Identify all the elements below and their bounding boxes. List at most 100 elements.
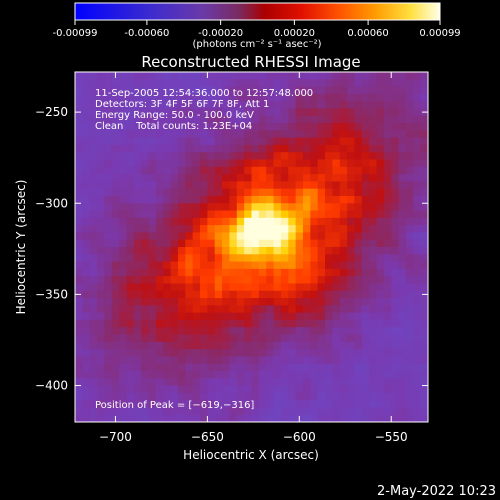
heatmap-cell	[141, 137, 150, 146]
heatmap-cell	[280, 312, 289, 321]
heatmap-cell	[244, 225, 253, 234]
heatmap-cell	[111, 239, 120, 248]
heatmap-cell	[258, 356, 267, 365]
heatmap-cell	[413, 378, 422, 387]
heatmap-cell	[288, 144, 297, 153]
heatmap-cell	[229, 239, 238, 248]
heatmap-cell	[82, 174, 91, 182]
heatmap-cell	[280, 349, 289, 357]
heatmap-cell	[369, 385, 378, 394]
heatmap-cell	[302, 363, 311, 372]
heatmap-cell	[163, 283, 172, 292]
heatmap-cell	[244, 130, 253, 139]
heatmap-cell	[236, 130, 245, 139]
annotation-peak-position: Position of Peak = [−619,−316]	[95, 400, 254, 411]
heatmap-cell	[347, 261, 356, 270]
heatmap-cell	[133, 79, 142, 88]
heatmap-cell	[398, 195, 407, 204]
heatmap-cell	[413, 144, 422, 153]
heatmap-cell	[141, 203, 150, 212]
heatmap-cell	[177, 152, 186, 161]
heatmap-cell	[317, 254, 326, 263]
heatmap-cell	[325, 392, 333, 401]
heatmap-cell	[251, 130, 260, 139]
heatmap-cell	[119, 283, 128, 292]
heatmap-cell	[354, 261, 363, 270]
heatmap-cell	[133, 93, 142, 102]
heatmap-cell	[325, 159, 333, 168]
heatmap-cell	[317, 217, 326, 226]
heatmap-cell	[229, 72, 238, 80]
heatmap-cell	[97, 225, 106, 234]
heatmap-cell	[339, 349, 348, 357]
heatmap-cell	[391, 356, 400, 365]
heatmap-cell	[251, 349, 260, 357]
heatmap-cell	[207, 181, 216, 190]
heatmap-cell	[75, 203, 83, 212]
heatmap-cell	[89, 363, 98, 372]
heatmap-cell	[280, 232, 289, 241]
heatmap-cell	[222, 247, 231, 255]
heatmap-cell	[163, 363, 172, 372]
heatmap-cell	[97, 123, 106, 131]
heatmap-cell	[383, 268, 392, 277]
heatmap-cell	[75, 283, 83, 292]
heatmap-cell	[214, 108, 223, 117]
heatmap-cell	[97, 356, 106, 365]
heatmap-cell	[339, 239, 348, 248]
heatmap-cell	[119, 101, 128, 110]
heatmap-cell	[244, 232, 253, 241]
heatmap-cell	[163, 247, 172, 255]
heatmap-cell	[236, 115, 245, 124]
heatmap-cell	[111, 86, 120, 95]
heatmap-cell	[420, 144, 428, 153]
heatmap-cell	[361, 152, 370, 161]
heatmap-cell	[310, 137, 319, 146]
heatmap-cell	[214, 334, 223, 343]
heatmap-cell	[177, 268, 186, 277]
heatmap-cell	[280, 137, 289, 146]
heatmap-cell	[177, 144, 186, 153]
heatmap-cell	[347, 123, 356, 131]
heatmap-cell	[141, 188, 150, 197]
heatmap-cell	[126, 72, 135, 80]
heatmap-cell	[155, 305, 164, 314]
heatmap-cell	[133, 414, 142, 422]
heatmap-cell	[126, 225, 135, 234]
heatmap-cell	[148, 247, 157, 255]
heatmap-cell	[207, 363, 216, 372]
heatmap-cell	[302, 123, 311, 131]
heatmap-cell	[97, 79, 106, 88]
heatmap-cell	[354, 108, 363, 117]
heatmap-cell	[369, 378, 378, 387]
heatmap-cell	[354, 305, 363, 314]
heatmap-cell	[97, 298, 106, 306]
heatmap-cell	[376, 188, 385, 197]
heatmap-cell	[302, 203, 311, 212]
heatmap-cell	[317, 188, 326, 197]
heatmap-cell	[251, 144, 260, 153]
heatmap-cell	[354, 268, 363, 277]
heatmap-cell	[163, 166, 172, 175]
heatmap-cell	[398, 210, 407, 219]
heatmap-cell	[332, 305, 341, 314]
heatmap-cell	[317, 123, 326, 131]
heatmap-cell	[141, 392, 150, 401]
heatmap-cell	[420, 239, 428, 248]
heatmap-cell	[75, 188, 83, 197]
heatmap-cell	[148, 72, 157, 80]
y-tick-label: −300	[35, 196, 68, 210]
heatmap-cell	[185, 407, 194, 416]
heatmap-cell	[325, 305, 333, 314]
heatmap-cell	[82, 159, 91, 168]
heatmap-cell	[273, 261, 282, 270]
heatmap-cell	[339, 115, 348, 124]
heatmap-cell	[317, 349, 326, 357]
heatmap-cell	[214, 137, 223, 146]
heatmap-cell	[325, 93, 333, 102]
heatmap-cell	[420, 414, 428, 422]
heatmap-cell	[214, 144, 223, 153]
heatmap-cell	[288, 349, 297, 357]
heatmap-cell	[148, 181, 157, 190]
heatmap-cell	[347, 370, 356, 379]
